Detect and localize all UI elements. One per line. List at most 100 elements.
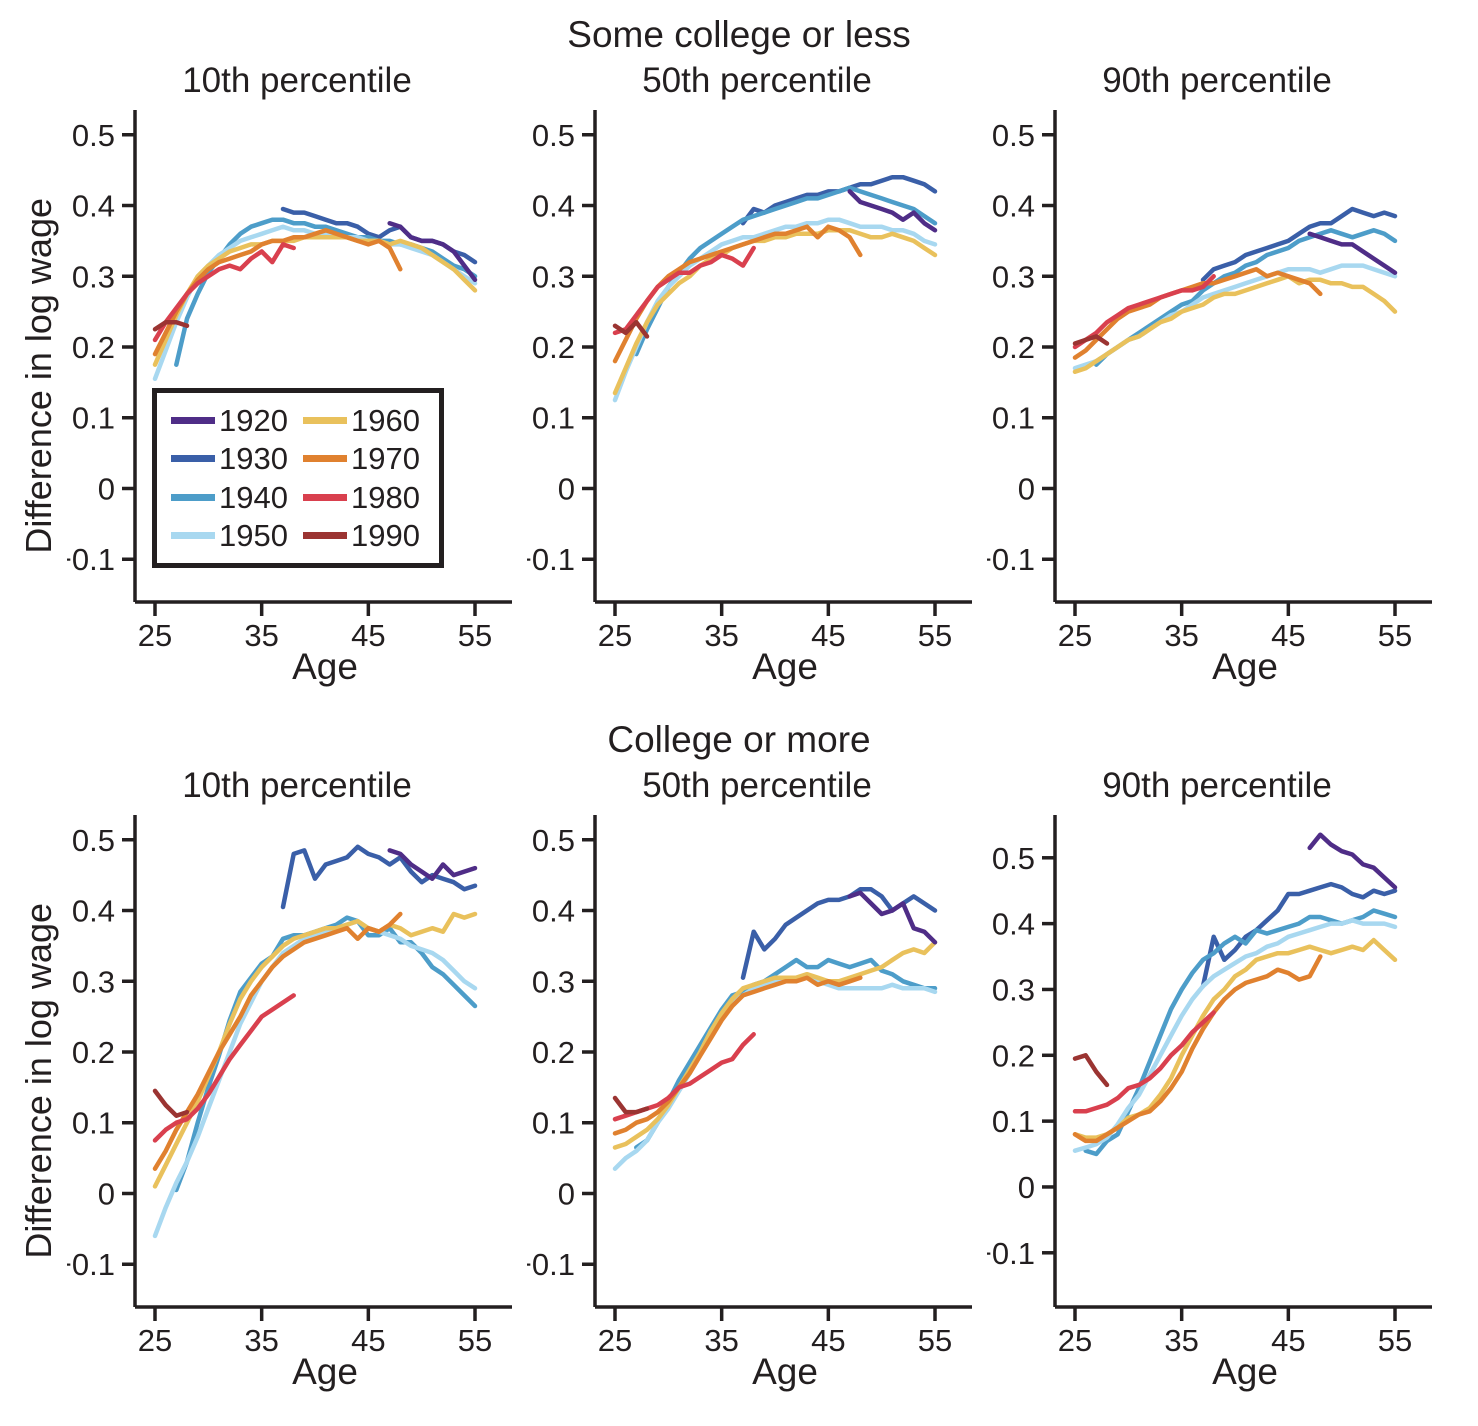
legend-entry-1980: 1980 [303, 482, 435, 513]
plot-svg-container: 0.5 0.4 0.3 0.2 0.1 0 −0.1 25 35 45 55 [54, 102, 527, 653]
series-line-1950 [1072, 918, 1398, 1153]
x-tick-label: 45 [1271, 1323, 1305, 1352]
series-line-1990 [152, 1088, 190, 1118]
series-line-1980 [152, 242, 296, 343]
plot-area-scl-50th: 0.5 0.4 0.3 0.2 0.1 0 −0.1 25 35 45 55 [514, 102, 987, 653]
series-line-1950 [612, 975, 938, 1171]
legend-swatch-1970-icon [303, 455, 347, 463]
legend: 1920 1930 1940 1950 1960 1970 1980 1990 [152, 388, 444, 568]
legend-label: 1930 [219, 441, 288, 477]
row-some-college-or-less: Some college or less Difference in log w… [11, 10, 1467, 691]
x-tick-label: 45 [811, 1323, 845, 1352]
plot-svg-container: 0.5 0.4 0.3 0.2 0.1 0 −0.1 25 35 45 55 [974, 102, 1447, 653]
plot-area-c-10th: 0.5 0.4 0.3 0.2 0.1 0 −0.1 25 35 45 55 [54, 807, 527, 1358]
series-line-1950 [152, 918, 478, 1239]
y-tick-label: 0.1 [72, 401, 115, 436]
x-tick-label: 55 [918, 1323, 952, 1352]
y-tick-label: 0.5 [532, 823, 575, 858]
legend-entry-1990: 1990 [303, 520, 435, 551]
panel-title: 90th percentile [1102, 61, 1332, 100]
legend-label: 1970 [351, 441, 420, 477]
panel-c-50th: 50th percentile 0.5 0.4 0.3 0.2 0.1 0 −0.1 25 35… [514, 765, 987, 1396]
panel-title: 10th percentile [182, 766, 412, 805]
x-tick-label: 35 [244, 618, 278, 647]
legend-label: 1960 [351, 402, 420, 438]
panel-c-10th: 10th percentile 0.5 0.4 0.3 0.2 0.1 0 −0.1 25 35… [54, 765, 527, 1396]
legend-swatch-1930-icon [171, 455, 215, 463]
x-tick-label: 55 [1378, 618, 1412, 647]
series-line-1950 [612, 217, 938, 403]
x-axis-label: Age [752, 646, 818, 687]
panel-title: 10th percentile [182, 61, 412, 100]
legend-swatch-1950-icon [171, 532, 215, 540]
y-tick-label: 0.5 [992, 118, 1035, 153]
legend-label: 1990 [351, 518, 420, 554]
legend-swatch-1980-icon [303, 493, 347, 501]
legend-label: 1980 [351, 479, 420, 515]
series-line-1930 [1200, 206, 1398, 283]
y-tick-label: −0.1 [67, 1247, 115, 1282]
legend-label: 1940 [219, 479, 288, 515]
y-tick-label: 0.2 [992, 1038, 1035, 1073]
y-tick-label: 0.1 [72, 1106, 115, 1141]
x-tick-label: 45 [811, 618, 845, 647]
x-axis-label: Age [1212, 1351, 1278, 1392]
series-line-1960 [152, 235, 478, 367]
plot-svg-container: 0.5 0.4 0.3 0.2 0.1 0 −0.1 25 35 45 55 [54, 807, 527, 1358]
figure: Some college or less Difference in log w… [11, 0, 1467, 1396]
x-axis-label: Age [292, 646, 358, 687]
y-tick-label: 0.3 [992, 259, 1035, 294]
series-line-1930 [280, 844, 478, 910]
plot-area-scl-90th: 0.5 0.4 0.3 0.2 0.1 0 −0.1 25 35 45 55 [974, 102, 1447, 653]
legend-label: 1920 [219, 402, 288, 438]
x-tick-label: 45 [351, 1323, 385, 1352]
legend-entry-1970: 1970 [303, 443, 435, 474]
panel-scl-10th: 10th percentile 0.5 0.4 0.3 0.2 0.1 0 −0.1 25 35… [54, 60, 527, 691]
y-tick-label: 0.4 [992, 189, 1035, 224]
y-tick-label: 0.3 [992, 972, 1035, 1007]
y-tick-label: 0.1 [992, 1104, 1035, 1139]
x-axis-label: Age [1212, 646, 1278, 687]
series-line-1970 [612, 975, 863, 1136]
x-tick-label: 25 [598, 618, 632, 647]
legend-entry-1920: 1920 [171, 405, 303, 436]
series-line-1920 [847, 189, 938, 233]
x-tick-label: 25 [1058, 1323, 1092, 1352]
x-tick-label: 45 [351, 618, 385, 647]
legend-entry-1940: 1940 [171, 482, 303, 513]
x-axis-label: Age [752, 1351, 818, 1392]
y-tick-label: 0.3 [532, 964, 575, 999]
series-line-1960 [1072, 937, 1398, 1140]
y-tick-label: 0.2 [72, 330, 115, 365]
legend-swatch-1960-icon [303, 416, 347, 424]
panel-title: 50th percentile [642, 766, 872, 805]
line-chart-4: 0.5 0.4 0.3 0.2 0.1 0 −0.1 25 35 45 55 [514, 815, 972, 1358]
x-axis-label: Age [292, 1351, 358, 1392]
y-tick-label: 0.4 [532, 894, 575, 929]
y-tick-label: 0 [1018, 471, 1035, 506]
y-tick-label: 0.1 [532, 401, 575, 436]
y-tick-label: 0.1 [992, 401, 1035, 436]
group-title-some-college: Some college or less [567, 14, 911, 55]
panel-title: 90th percentile [1102, 766, 1332, 805]
y-tick-label: 0 [558, 471, 575, 506]
x-tick-label: 35 [704, 1323, 738, 1352]
series-line-1920 [387, 220, 478, 283]
panel-title: 50th percentile [642, 61, 872, 100]
series-line-1940 [1094, 228, 1398, 367]
y-tick-label: −0.1 [527, 1247, 575, 1282]
x-tick-label: 55 [918, 618, 952, 647]
series-line-1970 [1072, 266, 1323, 360]
y-tick-label: 0.1 [532, 1106, 575, 1141]
legend-entry-1930: 1930 [171, 443, 303, 474]
x-tick-label: 25 [138, 618, 172, 647]
series-line-1940 [174, 915, 478, 1193]
series-line-1920 [1307, 231, 1398, 275]
plot-area-c-90th: 0.5 0.4 0.3 0.2 0.1 0 −0.1 25 35 45 55 [974, 807, 1447, 1358]
plot-svg-container: 0.5 0.4 0.3 0.2 0.1 0 −0.1 25 35 45 55 [974, 807, 1447, 1358]
plot-area-c-50th: 0.5 0.4 0.3 0.2 0.1 0 −0.1 25 35 45 55 [514, 807, 987, 1358]
series-line-1940 [634, 957, 938, 1150]
panel-scl-50th: 50th percentile 0.5 0.4 0.3 0.2 0.1 0 −0.1 25 35… [514, 60, 987, 691]
y-tick-label: 0 [1018, 1170, 1035, 1205]
y-tick-label: 0.2 [992, 330, 1035, 365]
